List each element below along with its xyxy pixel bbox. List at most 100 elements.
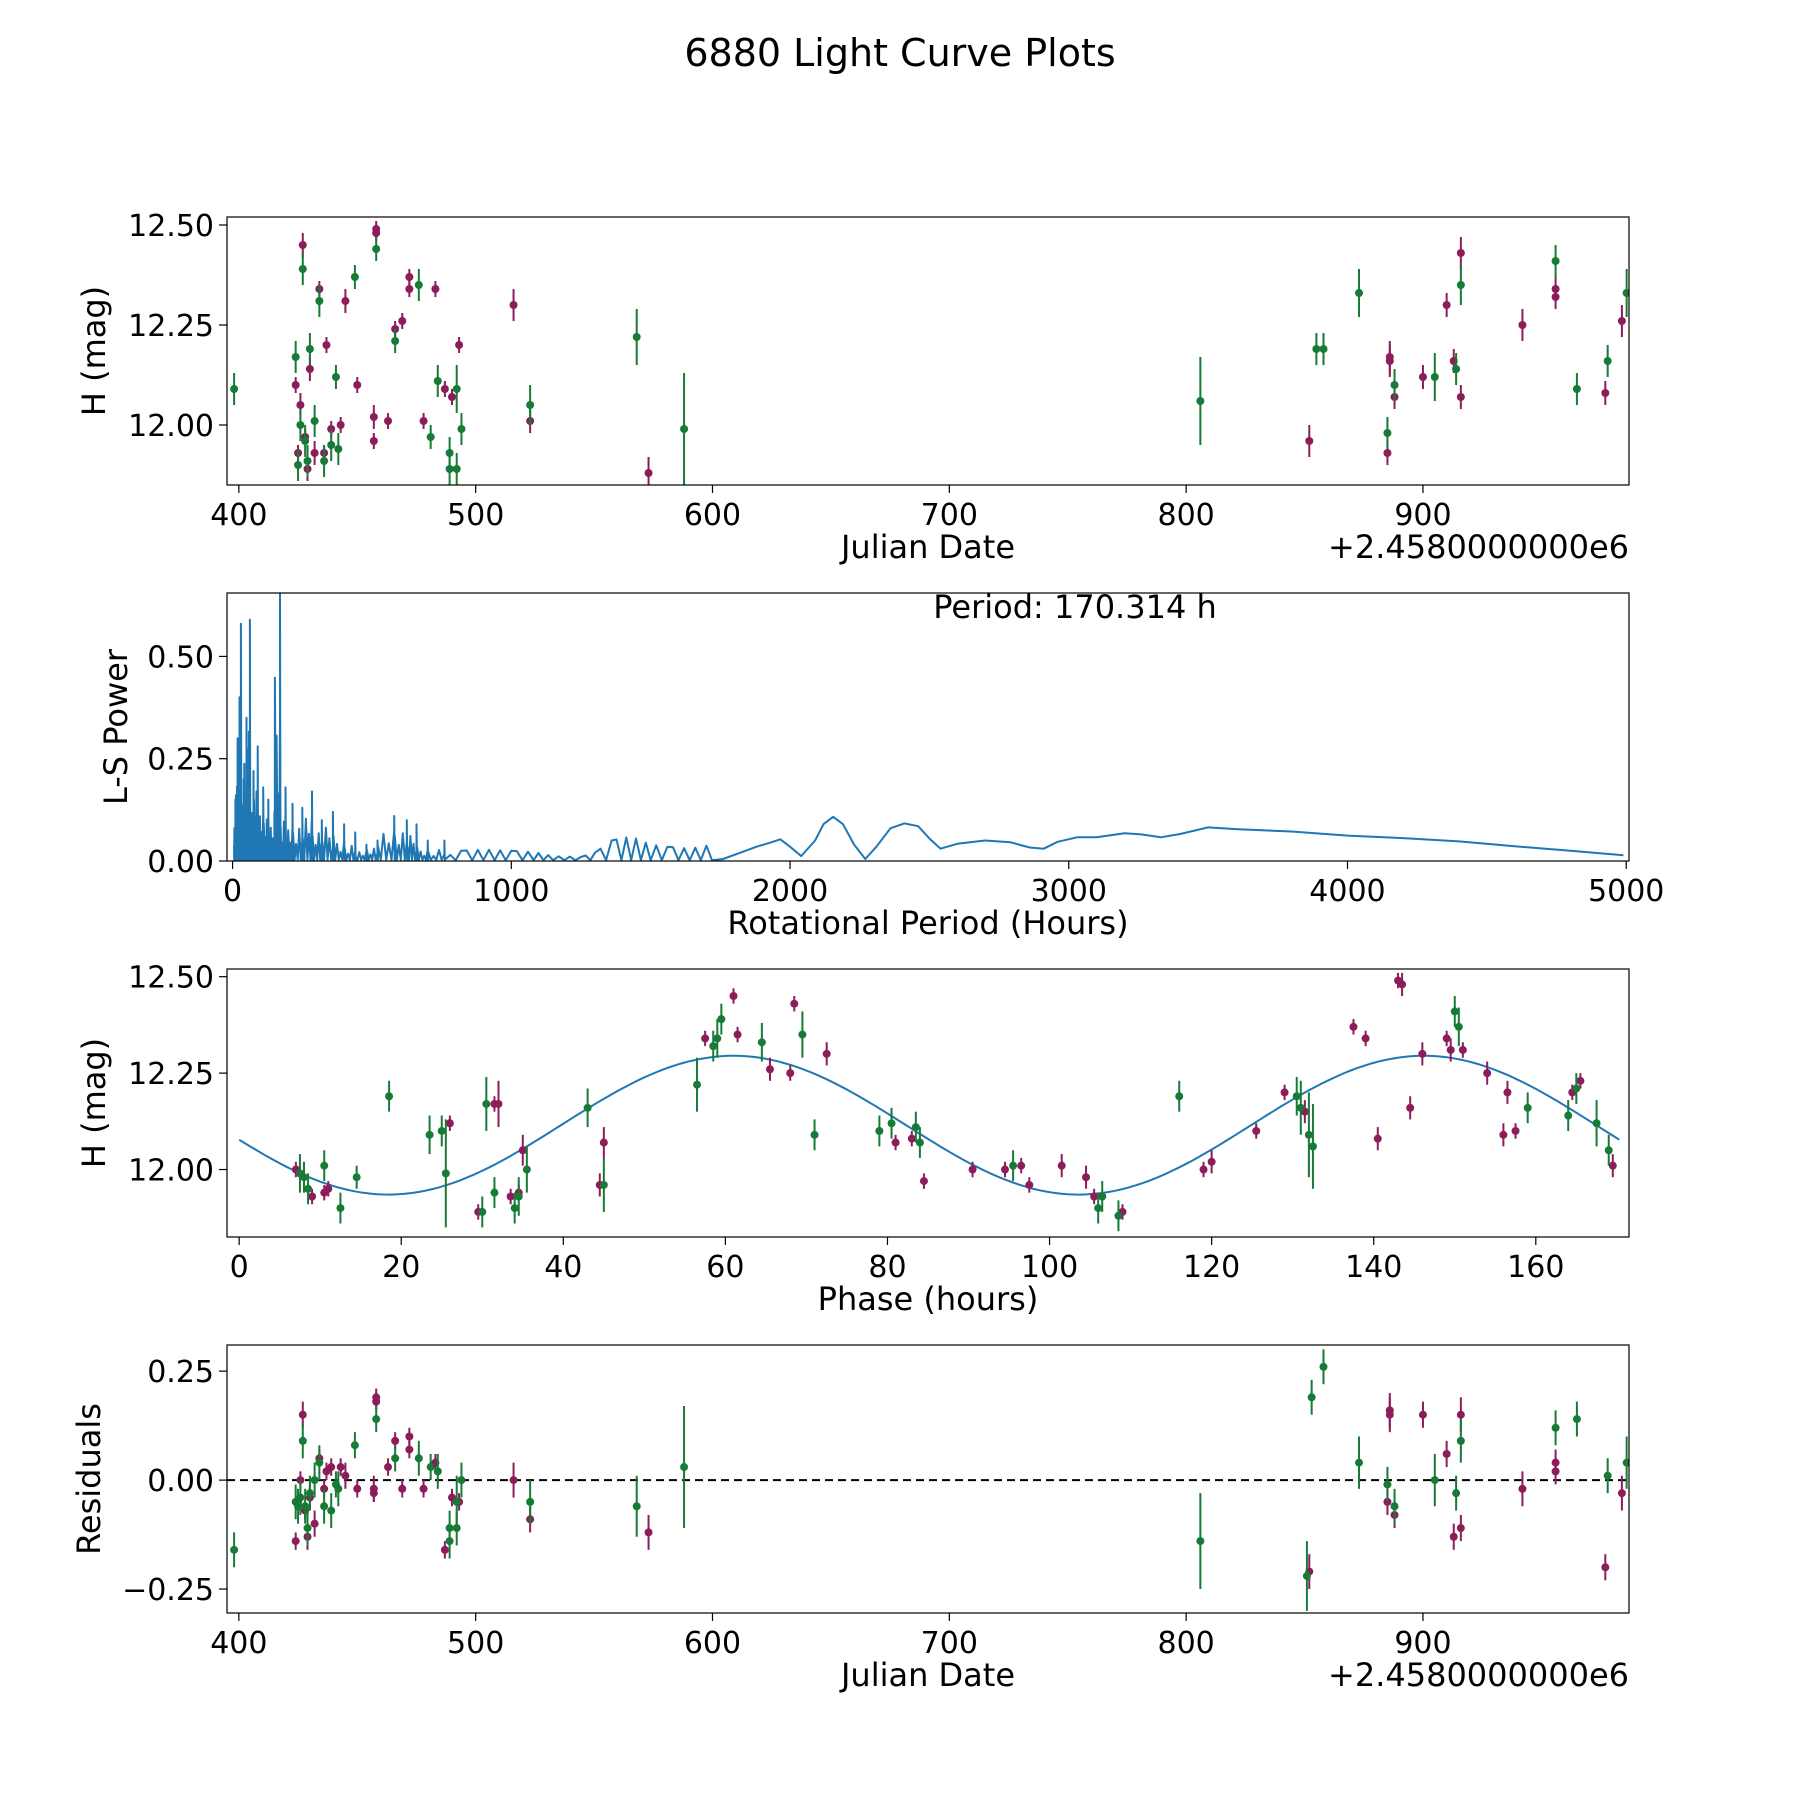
lightcurve-data-point [452, 465, 461, 473]
periodogram-axes-frame [226, 592, 1630, 862]
phase-data-point [701, 1034, 710, 1043]
residuals-data-point [1307, 1393, 1316, 1402]
lightcurve-data-point [353, 381, 362, 389]
phase-data-point [1082, 1173, 1091, 1182]
lightcurve-data-point [350, 273, 359, 281]
residuals-data-point [1449, 1532, 1458, 1541]
lightcurve-data-point [1617, 317, 1626, 325]
residuals-data-point [1456, 1410, 1465, 1419]
residuals-data-point [445, 1537, 454, 1546]
residuals-data-point [230, 1545, 239, 1554]
lightcurve-data-point [1390, 381, 1399, 389]
periodogram-x-tick-label: 1000 [473, 874, 549, 909]
phase-data-point [385, 1092, 394, 1101]
phase-data-point [693, 1080, 702, 1089]
residuals-data-point [452, 1497, 461, 1506]
residuals-x-tick-label: 600 [684, 1626, 741, 1661]
residuals-data-point [301, 1502, 310, 1511]
lightcurve-data-point [369, 437, 378, 445]
lightcurve-data-point [1355, 289, 1364, 297]
residuals-data-point [310, 1476, 319, 1485]
lightcurve-data-point [296, 421, 305, 429]
phase-data-point [1207, 1157, 1216, 1166]
residuals-data-point [327, 1463, 336, 1472]
phase-data-point [713, 1034, 722, 1043]
phase-x-tick-label: 100 [1021, 1250, 1078, 1285]
phase-data-point [798, 1030, 807, 1039]
residuals-data-point [298, 1410, 307, 1419]
periodogram-x-tick-label: 2000 [752, 874, 828, 909]
lightcurve-data-point [1456, 393, 1465, 401]
lightcurve-plot-area [230, 221, 1629, 485]
phase-data-point [445, 1119, 454, 1128]
lightcurve-data-point [384, 417, 393, 425]
phase-data-point [810, 1130, 819, 1139]
phase-data-point [482, 1099, 491, 1108]
phase-data-point [1454, 1022, 1463, 1031]
phase-data-point [1349, 1022, 1358, 1031]
lightcurve-x-tick-label: 400 [210, 498, 267, 533]
phase-data-point [709, 1042, 718, 1051]
periodogram-y-tick-label: 0.50 [147, 640, 214, 675]
residuals-data-point [405, 1445, 414, 1454]
phase-data-point [1090, 1192, 1099, 1201]
phase-panel: 0 20 40 60 80 100 120 140 160 12.00 12.25 12.50 Ph… [75, 961, 1630, 1318]
periodogram-x-tick-label: 3000 [1031, 874, 1107, 909]
phase-data-point [1572, 1084, 1581, 1093]
phase-data-point [1009, 1161, 1018, 1170]
phase-y-tick-label: 12.25 [128, 1057, 214, 1092]
phase-y-ticks: 12.00 12.25 12.50 [128, 961, 227, 1189]
phase-data-point [494, 1099, 503, 1108]
figure-title: 6880 Light Curve Plots [684, 31, 1115, 75]
phase-data-point [1564, 1111, 1573, 1120]
phase-data-point [425, 1130, 434, 1139]
phase-data-point [1094, 1204, 1103, 1213]
phase-data-point [1499, 1130, 1508, 1139]
residuals-data-point [372, 1415, 381, 1424]
residuals-y-ticks: −0.25 0.00 0.25 [122, 1355, 227, 1608]
phase-x-tick-label: 20 [382, 1250, 420, 1285]
periodogram-x-tick-label: 5000 [1588, 874, 1664, 909]
lightcurve-x-tick-label: 800 [1158, 498, 1215, 533]
lightcurve-offset-text: +2.4580000000e6 [1328, 528, 1629, 566]
periodogram-x-label: Rotational Period (Hours) [727, 904, 1128, 942]
lightcurve-x-tick-label: 600 [684, 498, 741, 533]
residuals-data-point [1551, 1467, 1560, 1476]
residuals-y-tick-label: 0.25 [147, 1355, 214, 1390]
lightcurve-data-point [632, 333, 641, 341]
residuals-data-point [1551, 1423, 1560, 1432]
phase-data-point [1398, 980, 1407, 989]
lightcurve-data-point [1383, 449, 1392, 457]
residuals-data-point [426, 1463, 435, 1472]
periodogram-y-label: L-S Power [97, 648, 135, 805]
phase-data-point [1608, 1161, 1617, 1170]
lightcurve-data-point [296, 401, 305, 409]
lightcurve-data-point [1518, 321, 1527, 329]
residuals-x-tick-label: 800 [1158, 1626, 1215, 1661]
residuals-x-tick-label: 400 [210, 1626, 267, 1661]
residuals-data-point [341, 1471, 350, 1480]
phase-data-point [518, 1146, 527, 1155]
lightcurve-data-point [440, 385, 449, 393]
phase-data-point [1604, 1146, 1613, 1155]
lightcurve-data-point [372, 229, 381, 237]
lightcurve-data-point [455, 341, 464, 349]
phase-y-tick-label: 12.50 [128, 961, 214, 996]
periodogram-marks [233, 593, 1624, 861]
lightcurve-data-point [1430, 373, 1439, 381]
phase-data-point [907, 1134, 916, 1143]
phase-data-point [1308, 1142, 1317, 1151]
lightcurve-data-point [1603, 357, 1612, 365]
lightcurve-data-point [391, 337, 400, 345]
lightcurve-data-point [405, 273, 414, 281]
period-annotation: Period: 170.314 h [933, 588, 1217, 626]
phase-data-point [441, 1169, 450, 1178]
lightcurve-data-point [405, 285, 414, 293]
residuals-data-point [336, 1463, 345, 1472]
residuals-data-point [1456, 1524, 1465, 1533]
phase-data-point [757, 1038, 766, 1047]
lightcurve-data-point [303, 457, 312, 465]
lightcurve-data-point [320, 457, 329, 465]
phase-data-point [875, 1126, 884, 1135]
phase-data-point [506, 1192, 515, 1201]
